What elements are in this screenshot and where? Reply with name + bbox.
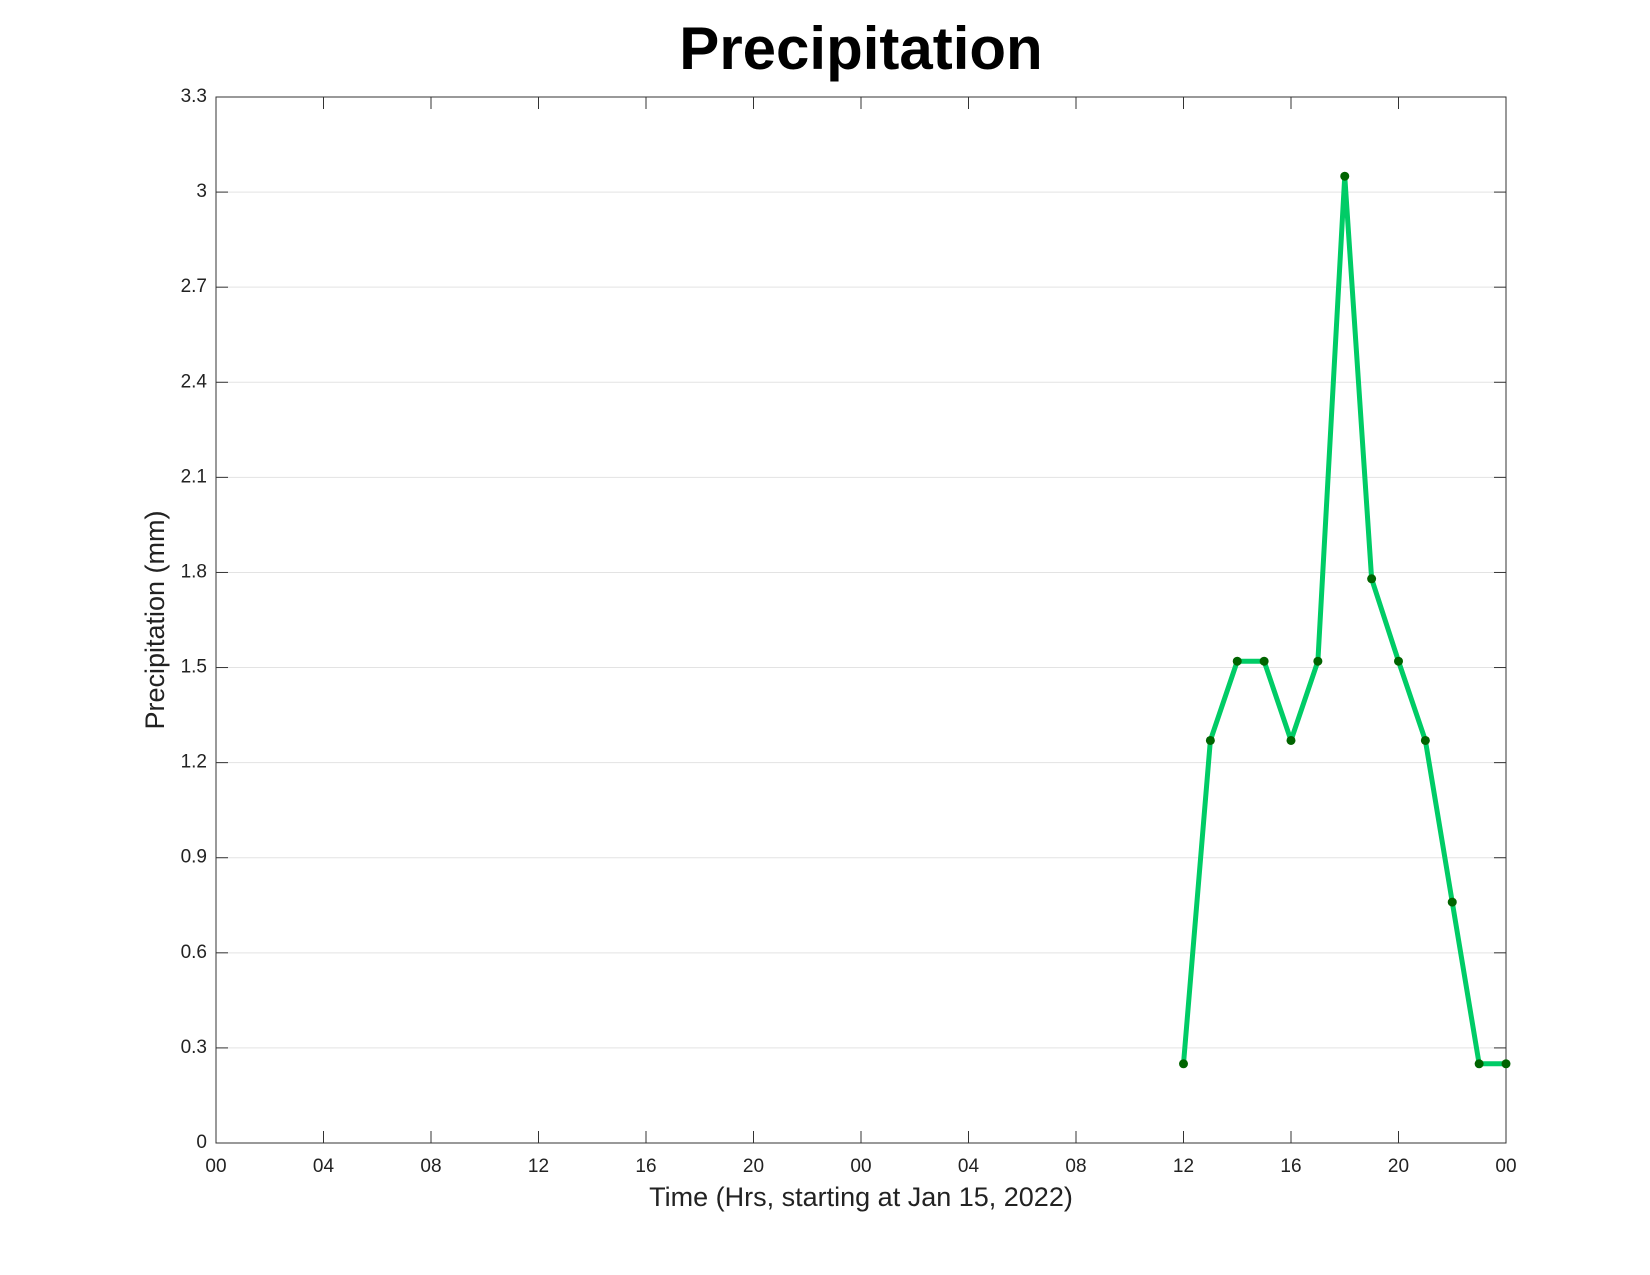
data-point [1205,735,1215,745]
data-line [1181,173,1506,1067]
y-tick-label: 3.3 [181,86,207,107]
y-tick-label: 0.3 [181,1037,207,1058]
x-tick-label: 16 [1280,1156,1301,1177]
chart-title: Precipitation [679,15,1042,82]
data-point [1474,1059,1484,1069]
y-tick-label: 1.8 [181,561,207,582]
x-tick-label: 20 [1388,1156,1409,1177]
x-tick-label: 04 [958,1156,980,1177]
y-tick-label: 2.4 [181,371,208,392]
x-tick-label: 04 [313,1156,335,1177]
data-point [1420,735,1430,745]
x-tick-label: 12 [528,1156,549,1177]
data-point [1394,656,1403,666]
data-point [1367,574,1377,584]
data-point [1232,656,1242,666]
y-tick-label: 3 [196,181,207,202]
plot-frame [215,96,1507,1144]
data-point [1447,897,1457,907]
data-point [1313,656,1323,666]
x-tick-label: 08 [1065,1156,1086,1177]
data-point [1286,735,1296,745]
y-tick-label: 0 [196,1132,207,1153]
x-axis-label: Time (Hrs, starting at Jan 15, 2022) [649,1182,1073,1212]
data-point [1340,171,1350,181]
x-tick-label: 00 [205,1156,226,1177]
x-tick-label: 00 [1495,1156,1516,1177]
y-tick-label: 0.9 [181,847,207,868]
y-axis-label: Precipitation (mm) [140,510,170,729]
x-tick-label: 12 [1173,1156,1194,1177]
y-tick-label: 1.5 [181,657,207,678]
y-tick-label: 2.7 [181,276,207,297]
x-tick-label: 16 [635,1156,656,1177]
data-point [1179,1059,1188,1069]
y-tick-label: 2.1 [181,466,207,487]
y-tick-label: 1.2 [181,752,207,773]
y-tick-label: 0.6 [181,942,207,963]
x-tick-label: 20 [743,1156,764,1177]
data-point [1259,656,1269,666]
x-tick-label: 00 [850,1156,871,1177]
data-point [1501,1059,1511,1069]
x-tick-label: 08 [420,1156,441,1177]
